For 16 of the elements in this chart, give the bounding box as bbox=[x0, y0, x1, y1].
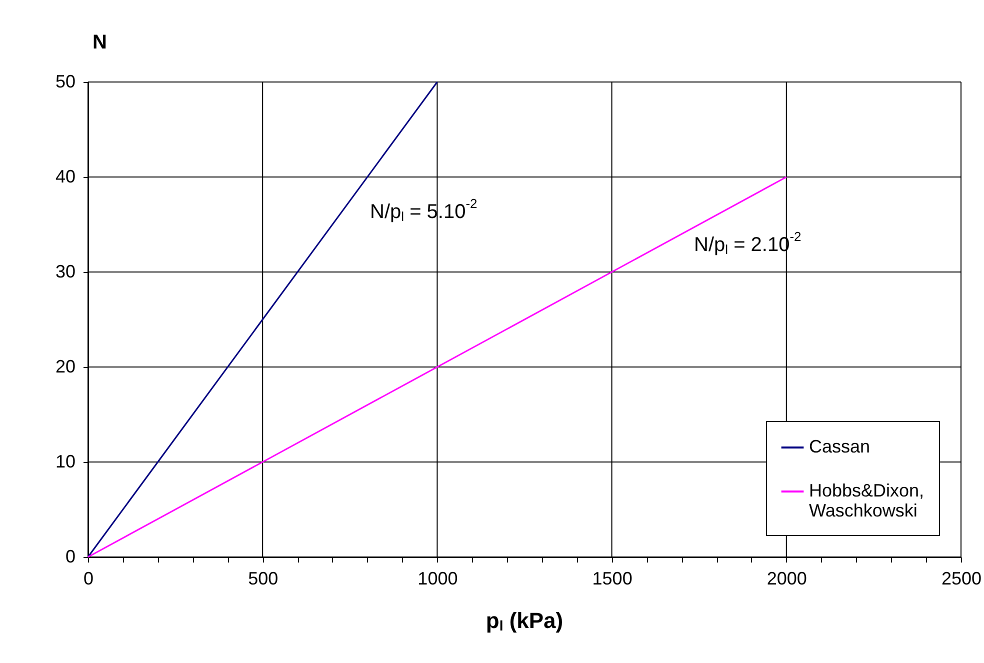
y-tick-label: 30 bbox=[55, 262, 76, 282]
y-tick-label: 50 bbox=[55, 72, 76, 92]
x-tick-label: 0 bbox=[83, 568, 94, 588]
x-tick-label: 2500 bbox=[941, 568, 982, 588]
y-tick-label: 0 bbox=[65, 546, 76, 566]
x-axis-title: pl (kPa) bbox=[486, 608, 564, 634]
y-tick-label: 40 bbox=[55, 166, 76, 186]
y-axis-title: N bbox=[92, 32, 107, 54]
legend-label: Cassan bbox=[809, 436, 870, 456]
y-tick-label: 10 bbox=[55, 452, 76, 472]
x-tick-label: 1000 bbox=[418, 568, 458, 588]
x-tick-label: 1500 bbox=[592, 568, 632, 588]
x-tick-label: 500 bbox=[248, 568, 278, 588]
legend-label: Hobbs&Dixon, Waschkowski bbox=[809, 480, 924, 520]
y-tick-label: 20 bbox=[55, 356, 76, 376]
x-tick-label: 2000 bbox=[766, 568, 807, 588]
